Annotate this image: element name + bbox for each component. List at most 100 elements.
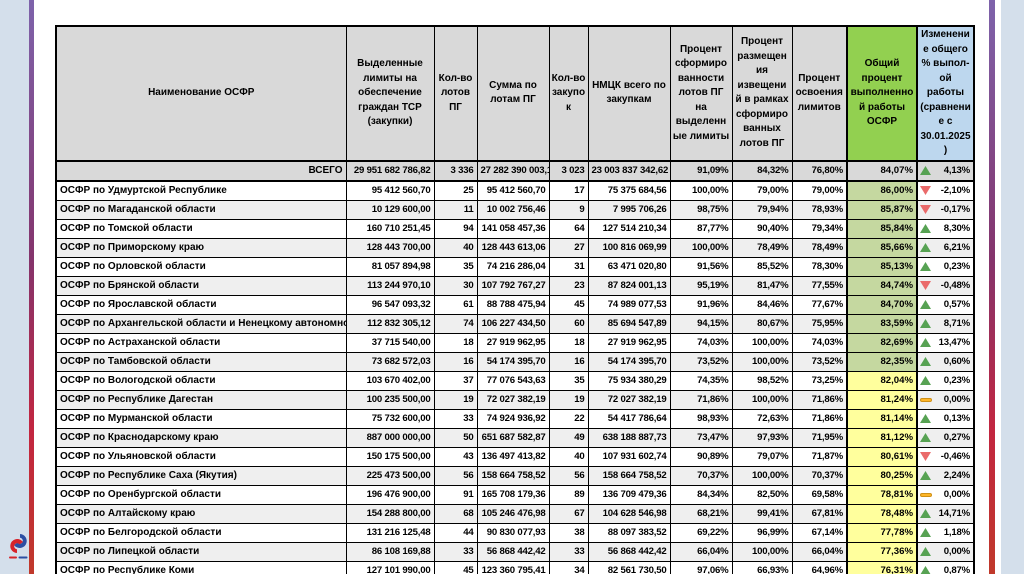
trend-down-icon	[920, 205, 931, 214]
table-row: ОСФР по Вологодской области 103 670 402,0…	[55, 370, 975, 391]
cell-lots: 18	[433, 332, 478, 353]
cell-used: 73,52%	[791, 351, 848, 372]
right-margin-panel	[1001, 0, 1024, 574]
cell-limits: 113 244 970,10	[345, 275, 435, 296]
cell-limits: 103 670 402,00	[345, 370, 435, 391]
trend-up-icon	[920, 414, 931, 423]
cell-formed: 84,34%	[669, 484, 733, 505]
cell-change: 2,24%	[916, 465, 975, 486]
cell-change: 8,30%	[916, 218, 975, 239]
cell-limits: 29 951 682 786,82	[345, 159, 435, 182]
cell-lots: 45	[433, 560, 478, 574]
cell-total: 81,24%	[846, 389, 918, 410]
cell-change: 0,60%	[916, 351, 975, 372]
cell-name: ОСФР по Республике Коми	[55, 560, 347, 574]
cell-limits: 196 476 900,00	[345, 484, 435, 505]
cell-lots_sum: 141 058 457,36	[476, 218, 550, 239]
cell-lots: 11	[433, 199, 478, 220]
cell-name: ОСФР по Краснодарскому краю	[55, 427, 347, 448]
cell-used: 74,03%	[791, 332, 848, 353]
cell-limits: 150 175 500,00	[345, 446, 435, 467]
change-value: 0,87%	[943, 565, 970, 574]
cell-placed: 80,67%	[731, 313, 793, 334]
cell-placed: 66,93%	[731, 560, 793, 574]
cell-name: ОСФР по Республике Саха (Якутия)	[55, 465, 347, 486]
change-value: 8,71%	[943, 318, 970, 329]
cell-change: 0,00%	[916, 484, 975, 505]
trend-up-icon	[920, 509, 931, 518]
cell-used: 76,80%	[791, 159, 848, 182]
cell-total: 78,81%	[846, 484, 918, 505]
trend-up-icon	[920, 243, 931, 252]
change-value: -0,17%	[940, 204, 970, 215]
cell-purchases: 9	[548, 199, 589, 220]
cell-nmck: 104 628 546,98	[587, 503, 671, 524]
cell-name: ОСФР по Вологодской области	[55, 370, 347, 391]
right-margin-gap	[995, 0, 1001, 574]
table-row: ОСФР по Белгородской области 131 216 125,…	[55, 522, 975, 543]
cell-name: ОСФР по Оренбургской области	[55, 484, 347, 505]
cell-purchases: 60	[548, 313, 589, 334]
cell-formed: 74,35%	[669, 370, 733, 391]
cell-change: 4,13%	[916, 159, 975, 182]
cell-used: 79,34%	[791, 218, 848, 239]
cell-total: 85,87%	[846, 199, 918, 220]
cell-name: ОСФР по Ярославской области	[55, 294, 347, 315]
cell-used: 70,37%	[791, 465, 848, 486]
cell-used: 71,87%	[791, 446, 848, 467]
cell-nmck: 638 188 887,73	[587, 427, 671, 448]
cell-nmck: 27 919 962,95	[587, 332, 671, 353]
cell-formed: 91,09%	[669, 159, 733, 182]
cell-lots: 19	[433, 389, 478, 410]
cell-purchases: 23	[548, 275, 589, 296]
cell-purchases: 19	[548, 389, 589, 410]
cell-total: 76,31%	[846, 560, 918, 574]
cell-placed: 79,07%	[731, 446, 793, 467]
cell-total: 82,35%	[846, 351, 918, 372]
trend-up-icon	[920, 319, 931, 328]
cell-placed: 96,99%	[731, 522, 793, 543]
cell-name: ОСФР по Белгородской области	[55, 522, 347, 543]
change-value: -2,10%	[940, 185, 970, 196]
cell-purchases: 18	[548, 332, 589, 353]
change-value: 8,30%	[943, 223, 970, 234]
cell-used: 64,96%	[791, 560, 848, 574]
cell-formed: 68,21%	[669, 503, 733, 524]
table-row: ОСФР по Томской области 160 710 251,45 94 1…	[55, 218, 975, 239]
trend-down-icon	[920, 281, 931, 290]
cell-change: -2,10%	[916, 180, 975, 201]
cell-lots_sum: 95 412 560,70	[476, 180, 550, 201]
trend-up-icon	[920, 376, 931, 385]
cell-placed: 97,93%	[731, 427, 793, 448]
cell-placed: 100,00%	[731, 332, 793, 353]
cell-lots_sum: 107 792 767,27	[476, 275, 550, 296]
cell-change: 6,21%	[916, 237, 975, 258]
cell-formed: 95,19%	[669, 275, 733, 296]
sfr-logo-icon	[9, 534, 28, 559]
cell-formed: 71,86%	[669, 389, 733, 410]
cell-lots_sum: 27 282 390 003,10	[476, 159, 550, 182]
cell-lots_sum: 88 788 475,94	[476, 294, 550, 315]
cell-lots_sum: 74 924 936,92	[476, 408, 550, 429]
cell-lots: 35	[433, 256, 478, 277]
column-header-4: Кол-во закупок	[548, 25, 589, 161]
table-row: ОСФР по Удмуртской Республике 95 412 560,…	[55, 180, 975, 201]
table-row: ОСФР по Орловской области 81 057 894,98 35…	[55, 256, 975, 277]
cell-purchases: 22	[548, 408, 589, 429]
cell-total: 78,48%	[846, 503, 918, 524]
column-header-6: Процент сформированности лотов ПГ на выд…	[669, 25, 733, 161]
cell-nmck: 136 709 479,36	[587, 484, 671, 505]
trend-flat-icon	[920, 397, 932, 402]
trend-down-icon	[920, 186, 931, 195]
change-value: 0,60%	[943, 356, 970, 367]
cell-used: 67,14%	[791, 522, 848, 543]
cell-total: 86,00%	[846, 180, 918, 201]
cell-nmck: 88 097 383,52	[587, 522, 671, 543]
cell-change: 0,00%	[916, 389, 975, 410]
cell-nmck: 158 664 758,52	[587, 465, 671, 486]
change-value: 0,23%	[943, 375, 970, 386]
cell-name: ОСФР по Липецкой области	[55, 541, 347, 562]
cell-formed: 73,52%	[669, 351, 733, 372]
cell-lots_sum: 54 174 395,70	[476, 351, 550, 372]
cell-formed: 100,00%	[669, 180, 733, 201]
